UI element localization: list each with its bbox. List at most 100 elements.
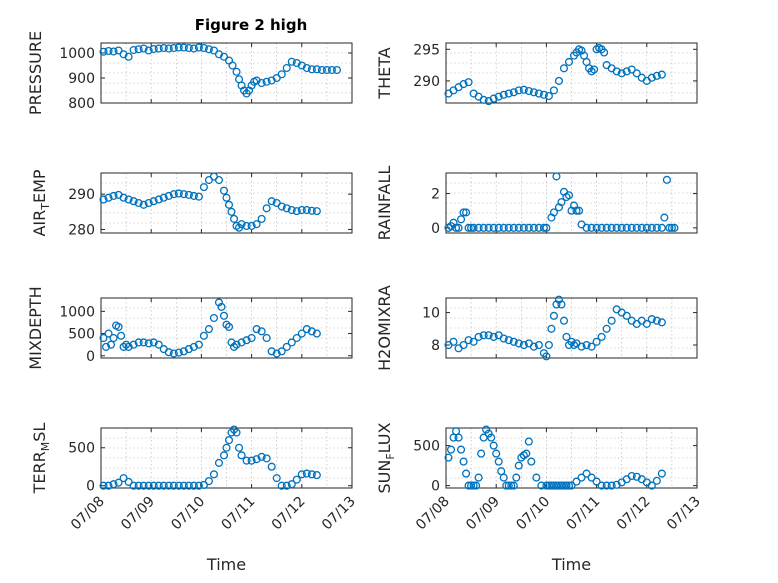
data-point [572, 477, 581, 486]
data-point [607, 316, 616, 325]
data-point [235, 443, 244, 452]
data-point [114, 46, 123, 55]
data-point [647, 223, 656, 232]
x-tick-label: 07/08 [68, 494, 108, 534]
data-point [600, 48, 609, 57]
data-point [194, 481, 203, 490]
data-point [652, 316, 661, 325]
data-point [219, 311, 229, 320]
data-point [154, 44, 163, 53]
data-point [534, 340, 543, 350]
data-point [479, 223, 488, 232]
data-point [469, 337, 478, 346]
data-point [189, 44, 198, 53]
y-tick-label: 0 [86, 479, 95, 495]
data-point [549, 481, 558, 490]
panel-rainfall: 0 2 RAINFALL [375, 166, 698, 240]
data-point [622, 67, 631, 76]
data-point [607, 223, 616, 232]
data-point [194, 192, 203, 201]
data-point [529, 223, 538, 232]
data-point [554, 481, 563, 490]
grid-h2omixra [446, 298, 697, 358]
data-point [657, 469, 666, 478]
data-point [499, 90, 508, 99]
y-tick-label: 2 [431, 187, 440, 203]
data-point [164, 481, 173, 490]
data-point [509, 88, 518, 97]
data-point [159, 43, 168, 53]
data-point [612, 223, 621, 232]
y-tick-label: 0 [431, 221, 440, 237]
data-point [512, 473, 521, 482]
data-point [199, 43, 208, 53]
data-point [317, 65, 326, 75]
data-point [524, 437, 533, 446]
data-point [302, 469, 311, 478]
data-point [637, 223, 646, 232]
data-point [622, 223, 631, 232]
series-mixdepth [99, 298, 321, 358]
data-point [534, 223, 543, 232]
data-point [109, 191, 118, 200]
data-point [597, 332, 606, 341]
data-point [494, 457, 503, 466]
data-point [117, 331, 126, 340]
data-point [159, 481, 168, 490]
data-point [199, 183, 208, 192]
data-point [642, 319, 651, 328]
data-point [189, 191, 198, 200]
data-point [592, 477, 601, 486]
panel-pressure: 800 900 1000 PRESSURE [26, 31, 353, 115]
data-point [297, 470, 306, 479]
data-point [477, 449, 486, 458]
data-point [247, 456, 256, 465]
data-point [124, 52, 133, 61]
data-point [169, 349, 178, 358]
data-point [597, 481, 606, 490]
data-point [657, 318, 666, 327]
data-point [104, 193, 113, 202]
data-point [179, 190, 188, 199]
data-point [459, 457, 468, 466]
axes-frame [100, 427, 353, 489]
data-point [217, 302, 226, 311]
series-h2omixra [444, 295, 666, 361]
data-point [287, 480, 296, 489]
data-point [154, 340, 163, 349]
data-point [489, 223, 498, 232]
y-tick-label: 500 [413, 439, 440, 455]
data-point [282, 204, 291, 213]
y-tick-label: 800 [68, 96, 95, 112]
data-point [227, 207, 236, 216]
data-point [109, 47, 118, 56]
data-point [194, 43, 203, 52]
data-point [242, 336, 251, 345]
y-axis-label: AIRTEMP [30, 169, 52, 236]
data-point [647, 73, 656, 82]
x-tick-label: 07/08 [413, 494, 453, 534]
data-point [228, 61, 237, 70]
data-point [474, 473, 483, 482]
data-point [504, 336, 513, 345]
data-point [134, 45, 143, 54]
y-tick-label: 0 [431, 479, 440, 495]
data-point [119, 193, 128, 202]
data-point [214, 298, 224, 307]
y-tick-label: 500 [68, 327, 95, 343]
data-point [522, 449, 531, 458]
data-point [479, 331, 488, 340]
data-point [219, 451, 229, 460]
data-point [222, 320, 231, 329]
data-point [539, 90, 548, 99]
data-point [577, 342, 586, 351]
data-point [524, 223, 533, 232]
data-point [232, 340, 241, 349]
data-point [572, 206, 581, 215]
data-point [474, 332, 483, 341]
data-point [204, 325, 213, 334]
data-point [287, 206, 296, 215]
data-point [224, 322, 234, 331]
data-point [494, 223, 503, 232]
data-point [232, 67, 241, 76]
